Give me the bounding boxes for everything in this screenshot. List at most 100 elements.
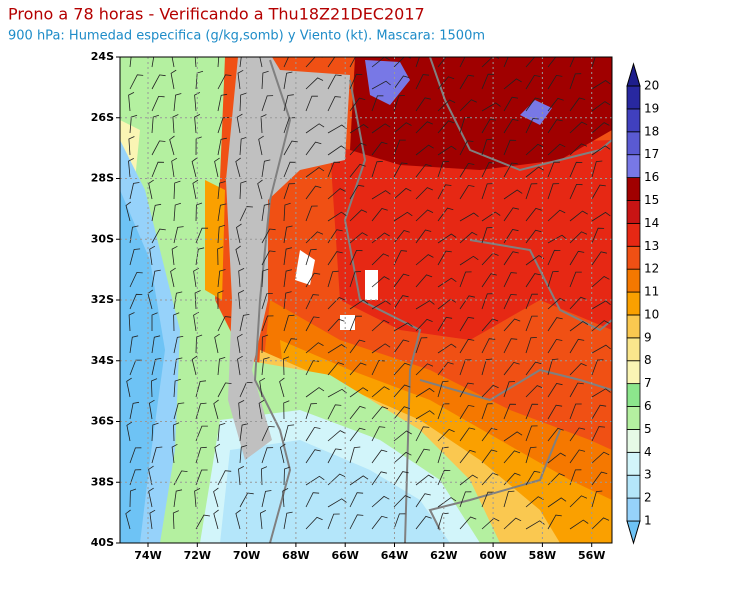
- colorbar-label: 13: [644, 239, 659, 253]
- wind-barb: [349, 362, 367, 376]
- wind-barb: [261, 426, 275, 442]
- wind-barb: [437, 446, 449, 464]
- wind-barb: [126, 377, 132, 398]
- wind-barb: [503, 96, 519, 112]
- wind-barb: [195, 227, 208, 244]
- wind-barb: [151, 114, 160, 134]
- wind-barb: [195, 425, 208, 442]
- wind-barb: [283, 291, 292, 310]
- subtitle: 900 hPa: Humedad especifica (g/kg,somb) …: [8, 29, 485, 44]
- wind-barb: [214, 157, 220, 178]
- wind-barb: [349, 315, 362, 332]
- wind-barb: [591, 320, 610, 332]
- wind-barb: [459, 271, 472, 288]
- wind-barb: [305, 141, 322, 156]
- wind-barb: [547, 234, 567, 244]
- wind-barb: [235, 245, 241, 266]
- wind-barb: [525, 403, 539, 420]
- wind-barb: [437, 469, 451, 486]
- colorbar-label: 8: [644, 353, 652, 367]
- wind-barb: [415, 57, 420, 68]
- wind-barb: [327, 145, 347, 156]
- wind-barb: [217, 423, 226, 442]
- wind-barb: [283, 57, 289, 68]
- wind-barb: [591, 490, 603, 508]
- wind-barb: [459, 516, 477, 530]
- wind-barb: [151, 74, 166, 90]
- wind-barb: [129, 359, 142, 376]
- wind-barb: [415, 300, 435, 310]
- wind-barb: [437, 99, 456, 112]
- wind-barb: [591, 145, 611, 156]
- wind-barb: [503, 251, 519, 266]
- wind-barb: [327, 74, 342, 90]
- wind-barb: [125, 201, 132, 222]
- colorbar-segment: [626, 451, 641, 476]
- colorbar-end: [626, 520, 641, 545]
- wind-barb: [217, 181, 226, 200]
- wind-barb: [214, 333, 220, 354]
- wind-barb: [525, 166, 544, 178]
- wind-barb: [235, 509, 241, 530]
- wind-barb: [149, 509, 156, 530]
- wind-barb: [305, 342, 324, 354]
- wind-barb: [503, 57, 509, 68]
- wind-barb: [569, 231, 588, 244]
- wind-barb: [261, 293, 273, 310]
- wind-barb: [547, 358, 559, 376]
- wind-barb: [173, 226, 184, 244]
- wind-barb: [282, 488, 289, 508]
- wind-barb: [591, 276, 610, 288]
- wind-barb: [151, 446, 163, 464]
- wind-barb: [305, 387, 325, 398]
- colorbar-label: 12: [644, 262, 659, 276]
- wind-barb: [371, 515, 388, 530]
- wind-barb: [415, 474, 434, 486]
- colorbar-label: 15: [644, 193, 659, 207]
- wind-barb: [283, 183, 296, 200]
- wind-barb: [129, 248, 141, 266]
- wind-barb: [437, 298, 457, 310]
- wind-barb: [503, 78, 522, 90]
- wind-barb: [173, 489, 183, 508]
- colorbar-label: 5: [644, 422, 652, 436]
- wind-barb: [569, 495, 588, 508]
- wind-barb: [393, 187, 412, 200]
- wind-barb: [415, 493, 431, 508]
- wind-barb: [349, 271, 362, 288]
- wind-barb: [547, 404, 563, 420]
- wind-barb: [349, 339, 366, 354]
- wind-barb: [217, 224, 226, 244]
- wind-barb: [327, 430, 346, 442]
- wind-barb: [194, 114, 201, 134]
- wind-barb: [547, 74, 563, 90]
- wind-barb: [349, 299, 369, 310]
- wind-barb: [393, 384, 411, 398]
- wind-barb: [503, 139, 517, 156]
- colorbar-segment: [626, 177, 641, 201]
- wind-barb: [415, 337, 428, 354]
- wind-barb: [503, 294, 517, 310]
- wind-barb: [503, 272, 517, 288]
- wind-barb: [236, 223, 242, 244]
- lon-label: 62W: [430, 549, 457, 562]
- wind-barb: [569, 97, 586, 112]
- wind-barb: [393, 230, 410, 244]
- wind-barb: [173, 180, 181, 200]
- wind-barb: [349, 142, 367, 156]
- wind-barb: [151, 228, 166, 244]
- wind-barb: [393, 471, 409, 486]
- wind-barb: [591, 160, 603, 178]
- wind-barb: [349, 57, 356, 68]
- wind-barb: [349, 249, 363, 266]
- wind-barb: [171, 157, 178, 178]
- wind-barb: [305, 231, 324, 244]
- lat-label: 28S: [91, 172, 114, 185]
- wind-barb: [459, 338, 475, 354]
- wind-barb: [591, 426, 606, 442]
- wind-barb: [305, 316, 320, 332]
- wind-barb: [217, 382, 232, 398]
- wind-barb: [327, 318, 345, 332]
- wind-barb: [305, 123, 325, 134]
